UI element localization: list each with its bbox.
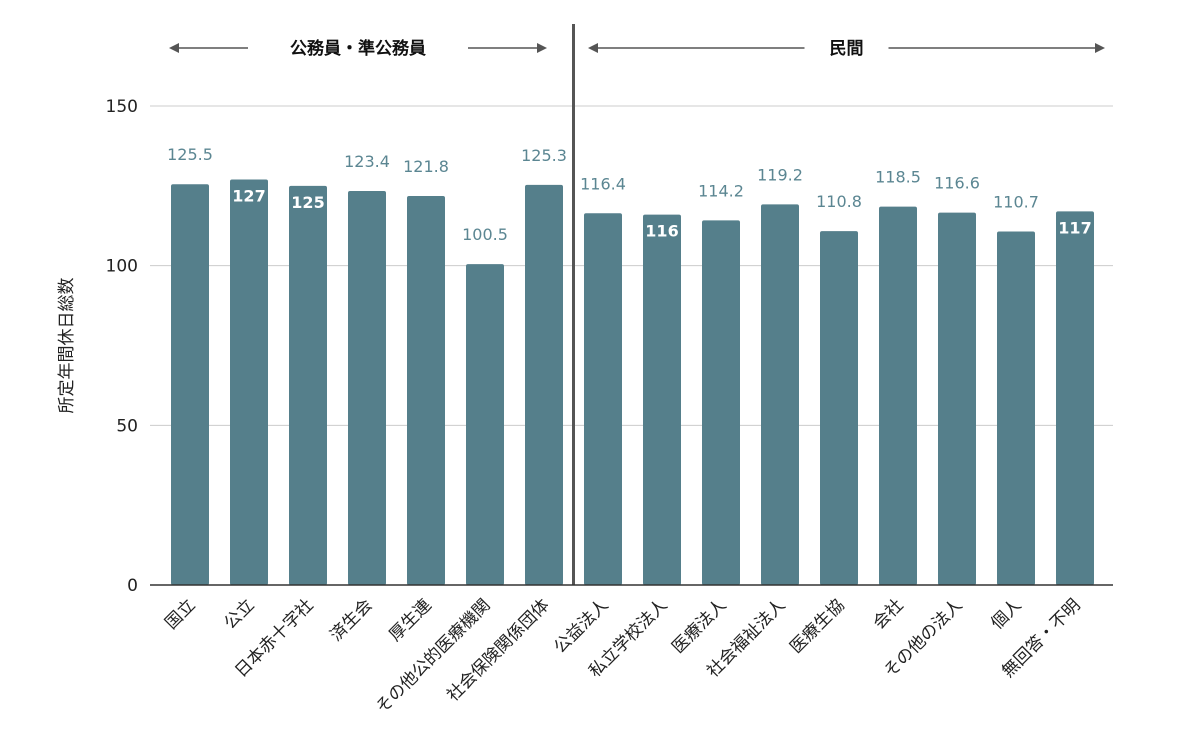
- bar: [820, 231, 858, 586]
- data-label: 123.4: [344, 152, 390, 171]
- y-tick-label: 150: [106, 97, 138, 117]
- bar: [584, 213, 622, 585]
- bar: [1056, 211, 1094, 585]
- group-label: 民間: [830, 39, 864, 59]
- bar: [466, 264, 504, 585]
- data-labels: 125.5 127 125 123.4 121.8 100.5 125.3 116.4 116 1…: [167, 145, 1092, 244]
- x-tick-label: 医療生協: [786, 595, 848, 657]
- data-label: 110.7: [993, 192, 1039, 211]
- data-label: 125: [291, 193, 324, 212]
- bars: [171, 179, 1094, 586]
- x-tick-label: 公立: [220, 595, 258, 633]
- data-label: 100.5: [462, 225, 508, 244]
- y-tick-label: 100: [106, 257, 138, 277]
- x-tick-label: 個人: [987, 595, 1025, 633]
- x-tick-label: 会社: [869, 595, 907, 633]
- data-label: 125.5: [167, 145, 213, 164]
- data-label: 125.3: [521, 146, 567, 165]
- data-label: 110.8: [816, 192, 862, 211]
- x-tick-label: 厚生連: [385, 595, 435, 645]
- x-tick-label: その他公的医療機関: [372, 595, 494, 717]
- x-tick-label: 社会保険関係団体: [443, 595, 553, 705]
- x-tick-label: 済生会: [326, 595, 376, 645]
- x-tick-label: 国立: [161, 595, 199, 633]
- data-label: 121.8: [403, 157, 449, 176]
- bar: [525, 184, 563, 585]
- bar: [702, 220, 740, 585]
- data-label: 117: [1058, 218, 1091, 237]
- y-tick-label: 0: [127, 576, 138, 596]
- data-label: 127: [232, 186, 265, 205]
- bar: [643, 214, 681, 585]
- data-label: 119.2: [757, 165, 803, 184]
- bar: [938, 212, 976, 585]
- bar: [171, 184, 209, 585]
- bar: [997, 231, 1035, 586]
- data-label: 116: [645, 222, 678, 241]
- y-axis-label: 所定年間休日総数: [57, 278, 77, 414]
- bar: [289, 185, 327, 586]
- bar: [761, 204, 799, 585]
- group-headers: 公務員・準公務員 民間: [169, 38, 1105, 59]
- bar: [230, 179, 268, 586]
- group-label: 公務員・準公務員: [290, 38, 426, 59]
- y-tick-label: 50: [116, 416, 138, 436]
- bar: [879, 206, 917, 585]
- data-label: 114.2: [698, 181, 744, 200]
- y-axis-ticks: 0 50 100 150: [106, 97, 138, 596]
- data-label: 116.6: [934, 174, 980, 193]
- data-label: 116.4: [580, 174, 626, 193]
- data-label: 118.5: [875, 168, 921, 187]
- bar: [348, 190, 386, 585]
- bar: [407, 196, 445, 585]
